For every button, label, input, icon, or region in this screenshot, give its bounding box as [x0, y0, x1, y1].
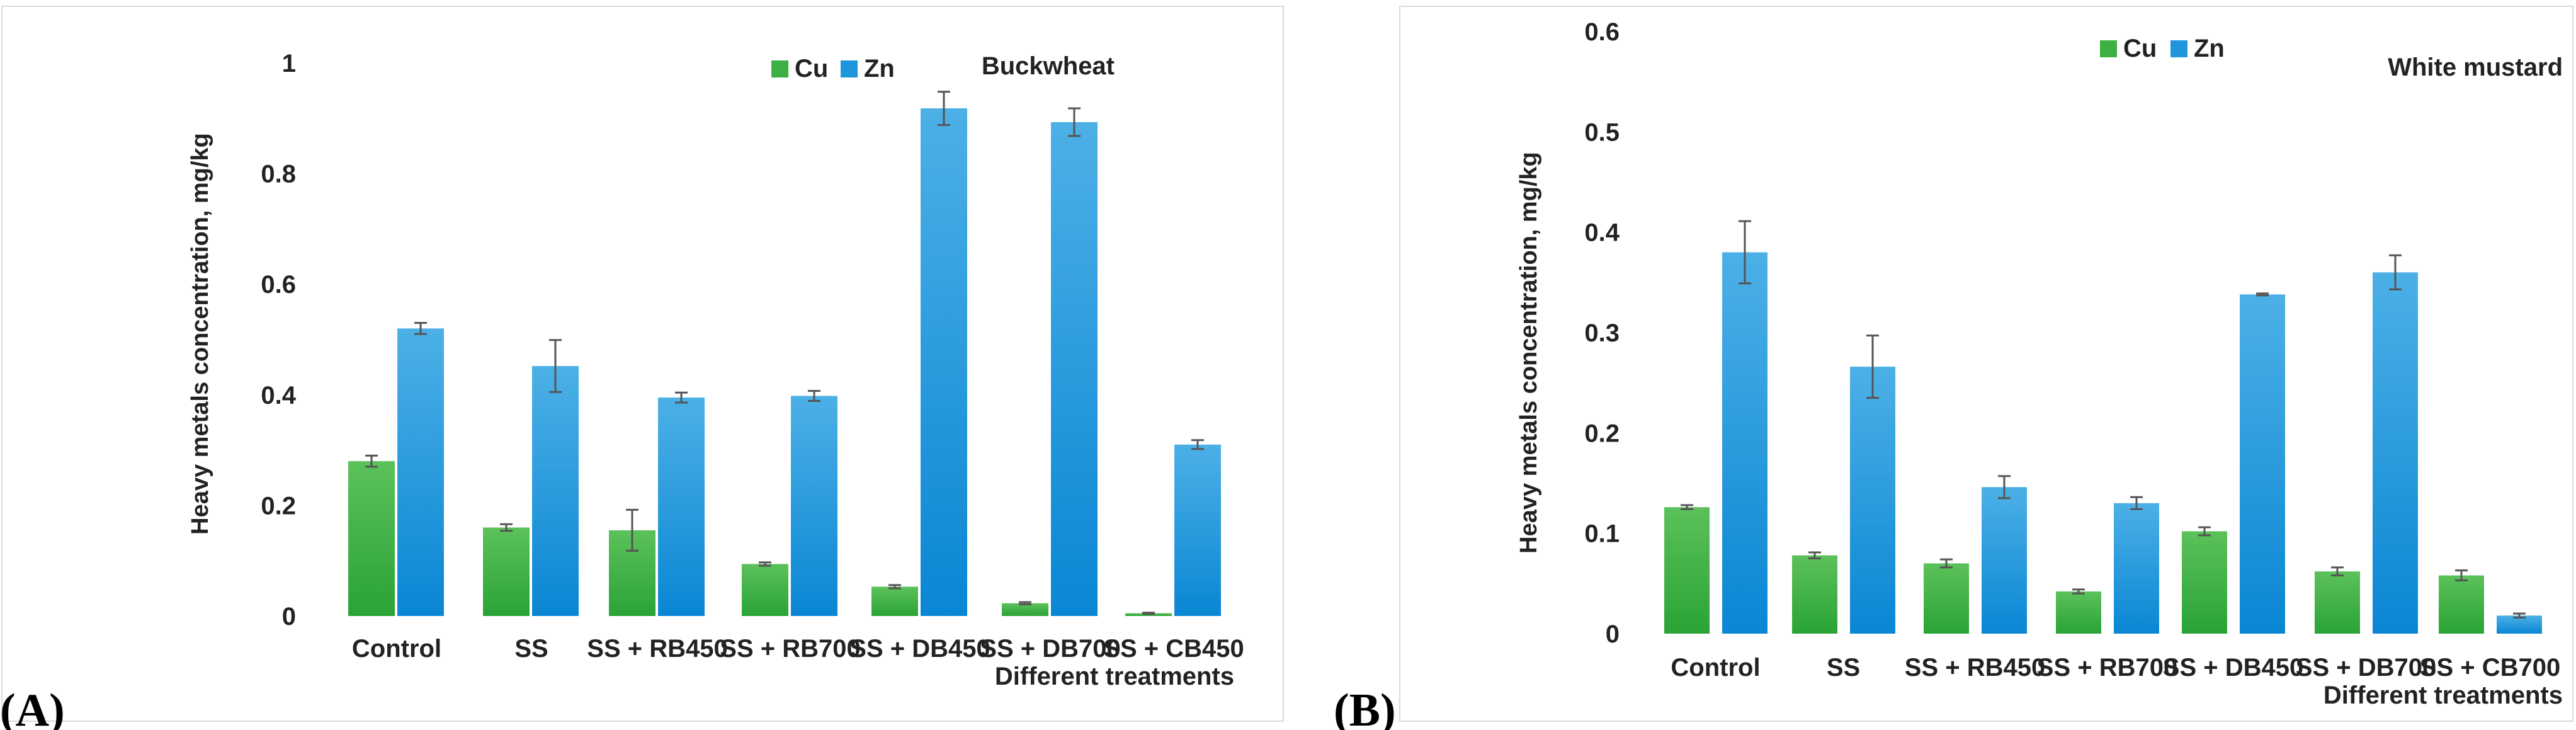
panel-a-bar-zn — [397, 328, 444, 616]
panel-b-category-label: SS + CB700 — [2420, 654, 2560, 682]
panel-a-frame — [1, 6, 1284, 722]
panel-a-y-tick-label: 0.6 — [261, 271, 296, 299]
panel-b-bar-cu — [1664, 507, 1710, 634]
panel-b-y-tick-label: 0.5 — [1584, 118, 1620, 146]
panel-a-y-tick-label: 1 — [282, 50, 296, 77]
panel-a-bar-zn — [791, 396, 837, 616]
panel-a-bar-zn — [658, 397, 705, 616]
panel-b-category-label: SS + RB450 — [1905, 654, 2045, 682]
panel-a-bar-zn — [1174, 444, 1221, 616]
panel-a-legend-zn-swatch — [841, 60, 858, 77]
panel-a-bar-cu — [871, 586, 918, 616]
panel-a-bar-zn — [532, 366, 579, 616]
panel-a-chart: Heavy metals concentration, mg/kg Differ… — [0, 6, 1284, 730]
panel-b-y-tick-label: 0.4 — [1584, 219, 1620, 247]
panel-a-y-tick-label: 0.8 — [261, 161, 296, 188]
panel-b-bar-cu — [2056, 591, 2101, 634]
panel-b-bar-zn — [1850, 367, 1895, 634]
panel-b-legend-zn-swatch — [2170, 40, 2187, 57]
panel-b-bar-cu — [2315, 571, 2360, 634]
panel-b-category-label: Control — [1671, 654, 1760, 682]
panel-b-bar-zn — [2240, 294, 2285, 634]
panel-b-frame — [1399, 6, 2573, 722]
panel-a-legend-cu-label: Cu — [795, 55, 828, 83]
panel-a-x-axis-title: Different treatments — [995, 663, 1234, 690]
panel-b-legend-cu-label: Cu — [2123, 35, 2157, 62]
panel-b-y-tick-label: 0.1 — [1584, 520, 1620, 548]
panel-b-category-label: SS — [1827, 654, 1860, 682]
panel-a-bar-cu — [1002, 603, 1048, 616]
panel-b-bar-zn — [1982, 487, 2027, 634]
panel-a-category-label: SS + RB450 — [587, 635, 727, 663]
panel-a-bar-zn — [921, 108, 967, 617]
panel-a-category-label: SS + DB450 — [849, 635, 990, 663]
panel-b-bar-zn — [2373, 272, 2418, 634]
panel-a-bar-cu — [483, 527, 530, 616]
panel-b-crop-label: White mustard — [2388, 54, 2563, 81]
panel-a-bar-cu — [742, 564, 788, 616]
panel-a-y-tick-label: 0 — [282, 603, 296, 630]
panel-a-label: (A) — [0, 685, 65, 730]
panel-b-bar-cu — [1792, 555, 1837, 634]
panel-b-bar-zn — [2114, 503, 2159, 634]
panel-a-y-axis-title: Heavy metals concentration, mg/kg — [187, 133, 213, 535]
panel-b-category-label: SS + DB700 — [2296, 654, 2436, 682]
panel-b-bar-zn — [1722, 252, 1767, 634]
panel-a-legend-cu-swatch — [771, 60, 788, 77]
panel-b-category-label: SS + DB450 — [2163, 654, 2303, 682]
panel-a-category-label: SS + DB700 — [980, 635, 1120, 663]
panel-b-legend-zn-label: Zn — [2194, 35, 2225, 62]
panel-a-category-label: SS + RB700 — [720, 635, 860, 663]
panel-b-bar-cu — [2182, 531, 2227, 634]
panel-b-y-axis-title: Heavy metals concentration, mg/kg — [1516, 152, 1542, 554]
panel-b-y-tick-label: 0.6 — [1584, 18, 1620, 46]
panel-a-y-tick-label: 0.4 — [261, 382, 296, 409]
panel-b-legend-cu-swatch — [2100, 40, 2117, 57]
panel-a-category-label: SS + CB450 — [1103, 635, 1244, 663]
panel-b-y-tick-label: 0.3 — [1584, 319, 1620, 347]
panel-b-x-axis-title: Different treatments — [2324, 682, 2563, 709]
panel-b-label: (B) — [1334, 685, 1396, 730]
panel-b-y-tick-label: 0 — [1606, 620, 1620, 648]
panel-b-category-label: SS + RB700 — [2037, 654, 2177, 682]
panel-a-category-label: Control — [352, 635, 441, 663]
panel-a-category-label: SS — [514, 635, 548, 663]
panel-b-bar-cu — [1924, 563, 1969, 634]
panel-b-y-tick-label: 0.2 — [1584, 419, 1620, 447]
panel-b-chart: Heavy metals concentration, mg/kg Differ… — [1334, 6, 2573, 730]
panel-a-bar-zn — [1051, 122, 1098, 617]
panel-a-legend-zn-label: Zn — [864, 55, 895, 83]
panel-a-crop-label: Buckwheat — [982, 52, 1115, 80]
panel-b-bar-zn — [2497, 615, 2542, 634]
panel-a-bar-cu — [348, 461, 395, 616]
panel-a-y-tick-label: 0.2 — [261, 492, 296, 520]
panel-b-bar-cu — [2439, 575, 2484, 634]
